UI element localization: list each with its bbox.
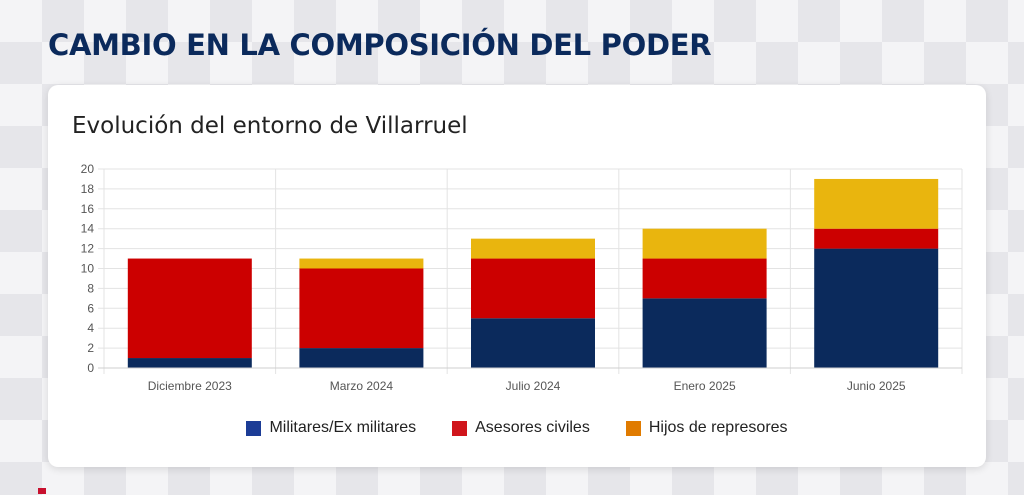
- bar-asesores[interactable]: [471, 258, 595, 319]
- bar-militares[interactable]: [642, 298, 767, 368]
- bar-hijos[interactable]: [299, 258, 424, 269]
- legend-swatch-asesores: [452, 420, 468, 436]
- x-tick-label: Julio 2024: [506, 379, 561, 393]
- bar-asesores[interactable]: [299, 268, 424, 349]
- bar-militares[interactable]: [471, 318, 595, 368]
- bar-militares[interactable]: [127, 358, 252, 368]
- legend-item-asesores[interactable]: Asesores civiles: [452, 419, 590, 437]
- y-tick-label: 12: [81, 242, 95, 256]
- bar-hijos[interactable]: [642, 228, 767, 259]
- x-tick-label: Diciembre 2023: [148, 379, 232, 393]
- bar-militares[interactable]: [814, 248, 939, 368]
- y-tick-label: 10: [81, 262, 95, 276]
- y-tick-label: 0: [87, 361, 94, 375]
- legend-item-hijos[interactable]: Hijos de represores: [625, 419, 788, 437]
- legend-label-hijos: Hijos de represores: [648, 419, 788, 436]
- chart-card: Evolución del entorno de Villarruel 0 2 4 6…: [48, 85, 986, 467]
- y-tick-label: 14: [81, 222, 95, 236]
- legend-swatch-militares: [246, 420, 262, 436]
- legend-item-militares[interactable]: Militares/Ex militares: [246, 419, 416, 437]
- y-tick-label: 18: [81, 182, 95, 196]
- y-tick-label: 8: [87, 281, 94, 295]
- x-tick-label: Enero 2025: [674, 379, 736, 393]
- y-tick-label: 4: [87, 321, 94, 335]
- y-tick-label: 20: [81, 162, 95, 176]
- bar-hijos[interactable]: [814, 178, 939, 229]
- legend-swatch-hijos: [625, 420, 641, 436]
- bar-asesores[interactable]: [642, 258, 767, 299]
- chart-title: Evolución del entorno de Villarruel: [72, 113, 468, 139]
- chart-legend: Militares/Ex militares Asesores civiles …: [48, 419, 986, 437]
- y-tick-label: 6: [87, 301, 94, 315]
- y-tick-label: 16: [81, 202, 95, 216]
- y-tick-label: 2: [87, 341, 94, 355]
- bar-chart: 0 2 4 6 8 10 12 14 16 18 20 Diciembre 2023 Marzo 202…: [81, 162, 963, 393]
- slide-title: CAMBIO EN LA COMPOSICIÓN DEL PODER: [48, 28, 712, 62]
- x-tick-label: Junio 2025: [847, 379, 906, 393]
- x-tick-label: Marzo 2024: [330, 379, 394, 393]
- bar-asesores[interactable]: [814, 228, 939, 249]
- footer-accent: [38, 488, 46, 494]
- bar-hijos[interactable]: [471, 238, 595, 259]
- bar-asesores[interactable]: [127, 258, 252, 359]
- bar-militares[interactable]: [299, 348, 424, 368]
- legend-label-asesores: Asesores civiles: [475, 419, 590, 436]
- legend-label-militares: Militares/Ex militares: [269, 419, 417, 436]
